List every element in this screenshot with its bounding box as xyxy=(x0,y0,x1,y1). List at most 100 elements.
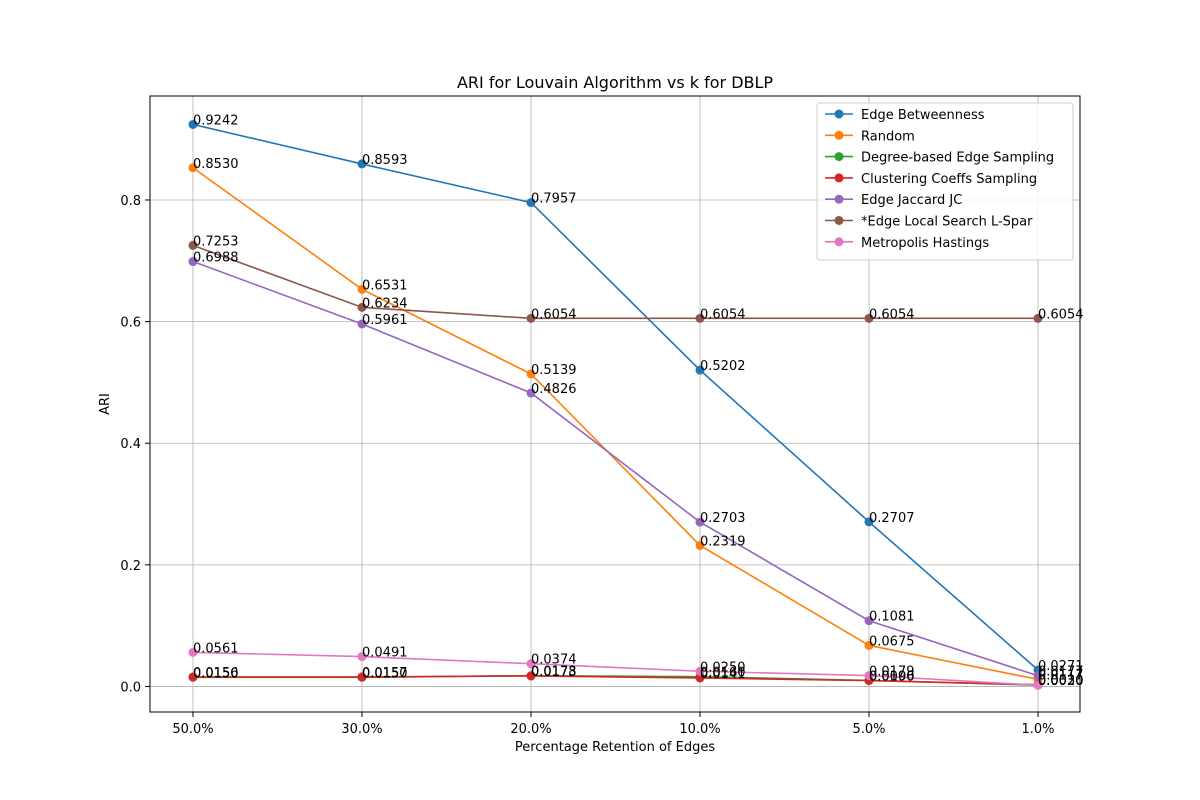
data-point xyxy=(526,369,536,379)
data-label: 0.0374 xyxy=(531,653,577,668)
data-point xyxy=(695,673,705,683)
data-label: 0.0178 xyxy=(531,665,577,680)
data-label: 0.0160 xyxy=(700,666,746,681)
data-point xyxy=(864,616,874,626)
legend-label: Degree-based Edge Sampling xyxy=(861,151,1054,166)
data-label: 0.6054 xyxy=(700,307,746,322)
data-point xyxy=(357,672,367,682)
legend-marker xyxy=(834,109,844,119)
data-point xyxy=(695,517,705,527)
data-label: 0.6234 xyxy=(362,296,408,311)
data-point xyxy=(1033,680,1043,690)
data-point xyxy=(188,257,198,267)
y-tick-label: 0.6 xyxy=(120,316,141,331)
data-point xyxy=(526,671,536,681)
data-label: 0.4826 xyxy=(531,382,577,397)
data-point xyxy=(864,517,874,527)
data-label: 0.6531 xyxy=(362,278,408,293)
legend-box xyxy=(816,102,1074,261)
data-label: 0.0117 xyxy=(1038,668,1084,683)
x-axis-title: Percentage Retention of Edges xyxy=(515,740,715,755)
data-label: 0.5961 xyxy=(362,313,408,328)
data-point xyxy=(695,365,705,375)
plot-frame xyxy=(149,95,1081,713)
data-label: 0.0561 xyxy=(193,641,239,656)
data-point xyxy=(864,640,874,650)
data-label: 0.0141 xyxy=(700,667,746,682)
y-tick-label: 0.8 xyxy=(120,194,141,209)
data-point xyxy=(1033,671,1043,681)
legend: Edge Betweenness Random Degree-based Edge … xyxy=(816,102,1074,261)
legend-entry: Edge Jaccard JC xyxy=(825,193,962,208)
legend-marker xyxy=(834,173,844,183)
x-tick-label: 20.0% xyxy=(510,722,551,737)
x-tick-label: 10.0% xyxy=(679,722,720,737)
legend-entry: Random xyxy=(825,129,915,144)
data-label: 0.0150 xyxy=(193,666,239,681)
series-line xyxy=(192,244,1038,320)
data-label: 0.0030 xyxy=(1038,674,1084,689)
data-point xyxy=(1033,313,1043,323)
data-label: 0.2319 xyxy=(700,534,746,549)
data-point xyxy=(864,671,874,681)
data-label: 0.6988 xyxy=(193,251,239,266)
data-label: 0.0100 xyxy=(869,669,915,684)
series-line xyxy=(192,651,1039,687)
legend-label: Clustering Coeffs Sampling xyxy=(861,172,1037,187)
series-line xyxy=(192,123,1039,671)
data-point xyxy=(357,302,367,312)
data-point xyxy=(357,159,367,169)
data-point xyxy=(526,313,536,323)
legend-entry: Clustering Coeffs Sampling xyxy=(825,172,1037,187)
data-label: 0.6054 xyxy=(1038,307,1084,322)
data-label: 0.7253 xyxy=(193,234,239,249)
series-line xyxy=(192,260,1039,677)
series-2 xyxy=(188,163,1043,684)
data-label: 0.0250 xyxy=(700,660,746,675)
data-point xyxy=(188,163,198,173)
data-point xyxy=(188,119,198,129)
data-point xyxy=(526,198,536,208)
legend-label: Edge Betweenness xyxy=(861,108,985,123)
data-label: 0.9242 xyxy=(193,113,239,128)
data-point xyxy=(188,240,198,250)
data-label: 0.0156 xyxy=(193,666,239,681)
series-6 xyxy=(188,240,1043,323)
data-point xyxy=(695,313,705,323)
data-point xyxy=(526,659,536,669)
series-7 xyxy=(188,647,1043,690)
legend-marker xyxy=(834,216,844,225)
legend-entry: Degree-based Edge Sampling xyxy=(825,151,1054,166)
data-label: 0.0020 xyxy=(1038,674,1084,689)
data-label: 0.6054 xyxy=(869,307,915,322)
legend-entry: Edge Betweenness xyxy=(825,108,985,123)
data-point xyxy=(188,672,198,682)
chart-title: ARI for Louvain Algorithm vs k for DBLP xyxy=(457,73,773,92)
legend-entry: *Edge Local Search L-Spar xyxy=(825,215,1033,230)
legend-label: Random xyxy=(861,129,915,144)
legend-marker xyxy=(834,194,844,204)
data-label: 0.8530 xyxy=(193,157,239,172)
data-label: 0.0150 xyxy=(362,666,408,681)
data-label: 0.0173 xyxy=(531,665,577,680)
x-tick-label: 1.0% xyxy=(1021,722,1054,737)
data-point xyxy=(357,284,367,294)
data-label: 0.5139 xyxy=(531,363,577,378)
data-label: 0.0179 xyxy=(869,665,915,680)
legend-label: Edge Jaccard JC xyxy=(861,193,962,208)
legend-entry: Metropolis Hastings xyxy=(825,236,989,251)
data-label: 0.0271 xyxy=(1038,659,1084,674)
x-tick-label: 30.0% xyxy=(341,722,382,737)
data-labels-group: 0.9242 0.8593 0.7957 0.5202 0.2707 0.0271 0.85… xyxy=(193,113,1084,689)
axis-ticks-group: 50.0% 30.0% 20.0% 10.0% 5.0% 1.0% 0.0 0.2 0.4 0.6… xyxy=(120,194,1054,737)
series-5 xyxy=(188,257,1043,681)
data-label: 0.8593 xyxy=(362,153,408,168)
series-group xyxy=(188,119,1043,690)
data-point xyxy=(188,647,198,657)
data-label: 0.0096 xyxy=(869,670,915,685)
data-label: 0.5202 xyxy=(700,359,746,374)
data-point xyxy=(357,652,367,662)
data-label: 0.0675 xyxy=(869,634,915,649)
y-axis-title: ARI xyxy=(98,393,113,415)
